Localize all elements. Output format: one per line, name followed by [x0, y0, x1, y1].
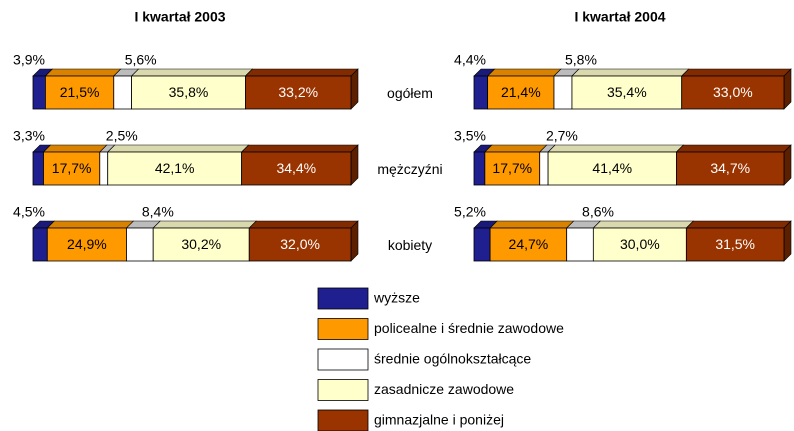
value-label: 34,4%: [276, 160, 316, 176]
value-label: 3,5%: [454, 128, 486, 144]
bar-top: [685, 220, 792, 229]
chart-title: I kwartał 2004: [574, 9, 665, 25]
value-label: 21,5%: [60, 84, 100, 100]
legend-label: policealne i średnie zawodowe: [374, 320, 564, 336]
value-label: 30,0%: [620, 236, 660, 252]
value-label: 30,2%: [181, 236, 221, 252]
bar: [681, 75, 785, 110]
bar-top: [489, 220, 575, 229]
value-label: 17,7%: [492, 160, 532, 176]
bar: [45, 75, 115, 110]
value-label: 32,0%: [280, 236, 320, 252]
bar: [473, 151, 486, 186]
bar: [32, 75, 46, 110]
legend-swatch: [317, 409, 369, 431]
value-label: 8,6%: [582, 204, 614, 220]
bar-top: [680, 68, 792, 77]
bar: [107, 151, 243, 186]
bar-top: [547, 144, 685, 153]
bar: [547, 151, 677, 186]
bar-side: [350, 68, 359, 110]
value-label: 2,5%: [106, 128, 138, 144]
legend-swatch: [317, 318, 369, 340]
bar: [245, 75, 352, 110]
bar: [592, 227, 687, 262]
value-label: 8,4%: [142, 204, 174, 220]
bar-top: [152, 220, 257, 229]
bar-top: [240, 144, 359, 153]
bar-top: [592, 220, 695, 229]
value-label: 5,8%: [565, 52, 597, 68]
bar-top: [675, 144, 792, 153]
category-label: ogółem: [387, 85, 433, 101]
bar-side: [350, 220, 359, 262]
value-label: 21,4%: [501, 84, 541, 100]
bar: [566, 227, 594, 262]
bar: [473, 75, 489, 110]
bar-top: [571, 68, 690, 77]
legend-label: wyższe: [373, 290, 420, 306]
bar: [32, 227, 48, 262]
legend-label: zasadnicze zawodowe: [374, 381, 514, 397]
bar: [241, 151, 352, 186]
value-label: 31,5%: [715, 236, 755, 252]
value-label: 35,8%: [169, 84, 209, 100]
bar-side: [783, 144, 792, 186]
value-label: 33,2%: [278, 84, 318, 100]
value-label: 5,2%: [454, 204, 486, 220]
value-label: 41,4%: [592, 160, 632, 176]
category-label: mężczyźni: [377, 161, 442, 177]
bar: [676, 151, 785, 186]
legend-label: średnie ogólnokształcące: [374, 351, 531, 367]
value-label: 34,7%: [710, 160, 750, 176]
legend-label: gimnazjalne i poniżej: [374, 412, 504, 428]
value-label: 42,1%: [155, 160, 195, 176]
bar: [489, 227, 568, 262]
bar: [487, 75, 555, 110]
bar-top: [486, 68, 562, 77]
bar: [553, 75, 573, 110]
bar-top: [244, 68, 359, 77]
bar: [152, 227, 250, 262]
category-label: kobiety: [388, 237, 432, 253]
bar-side: [350, 144, 359, 186]
bar: [473, 227, 491, 262]
bar: [685, 227, 785, 262]
bar: [248, 227, 352, 262]
legend-swatch: [317, 287, 369, 310]
bar-top: [130, 68, 254, 77]
value-label: 33,0%: [713, 84, 753, 100]
bar-top: [46, 220, 135, 229]
value-label: 24,7%: [509, 236, 549, 252]
value-label: 24,9%: [67, 236, 107, 252]
bar: [126, 227, 154, 262]
bar-side: [783, 220, 792, 262]
bar-side: [783, 68, 792, 110]
bar: [99, 151, 109, 186]
value-label: 2,7%: [546, 128, 578, 144]
bar: [539, 151, 549, 186]
chart-title: I kwartał 2003: [134, 9, 225, 25]
legend-swatch: [317, 379, 369, 401]
bar-top: [484, 144, 548, 153]
bar-top: [44, 68, 122, 77]
bar: [113, 75, 132, 110]
value-label: 17,7%: [52, 160, 92, 176]
bar-top: [42, 144, 108, 153]
value-label: 4,5%: [13, 204, 45, 220]
bar: [571, 75, 683, 110]
value-label: 5,6%: [125, 52, 157, 68]
legend-swatch: [317, 348, 369, 371]
value-label: 4,4%: [454, 52, 486, 68]
bar: [484, 151, 541, 186]
value-label: 3,3%: [13, 128, 45, 144]
bar-top: [107, 144, 250, 153]
bar-top: [248, 220, 359, 229]
bar: [32, 151, 44, 186]
value-label: 3,9%: [13, 52, 45, 68]
value-label: 35,4%: [607, 84, 647, 100]
